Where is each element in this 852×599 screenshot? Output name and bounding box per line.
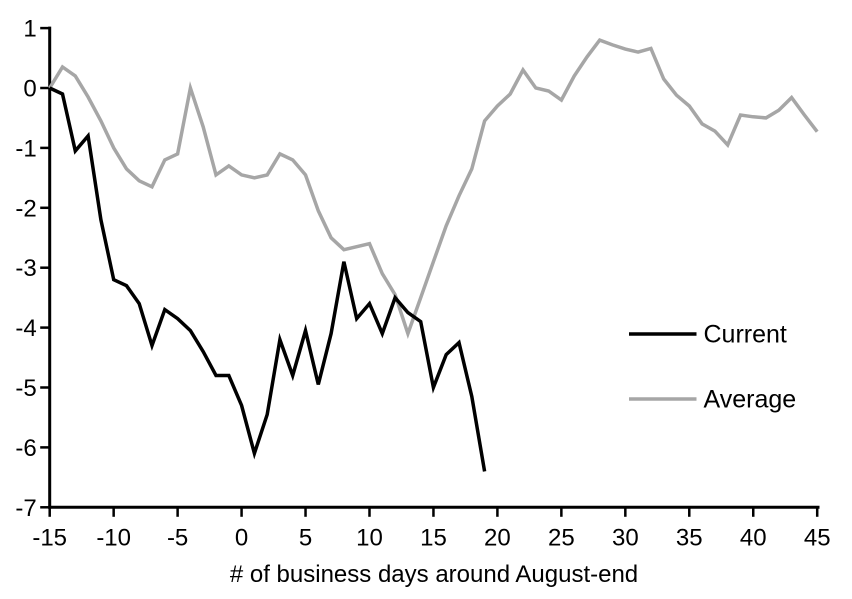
y-tick-label: 0 xyxy=(23,76,36,103)
y-tick-label: -6 xyxy=(15,435,36,462)
y-tick-label: -5 xyxy=(15,375,36,402)
series-line-average xyxy=(48,38,819,339)
y-tick-label: -4 xyxy=(15,315,36,342)
x-tick-label: 0 xyxy=(235,524,248,551)
series-line-current xyxy=(48,86,487,472)
x-tick-label: -10 xyxy=(96,524,131,551)
legend-label-average: Average xyxy=(704,386,797,414)
legend-label-current: Current xyxy=(704,321,787,349)
x-tick-label: 25 xyxy=(548,524,575,551)
x-tick-label: 5 xyxy=(299,524,312,551)
y-tick-label: -7 xyxy=(15,495,36,522)
x-tick-label: 30 xyxy=(612,524,639,551)
x-tick-label: 35 xyxy=(676,524,703,551)
x-tick-label: 40 xyxy=(740,524,767,551)
x-tick-label: -15 xyxy=(32,524,67,551)
x-tick-label: 15 xyxy=(420,524,447,551)
y-tick-label: -1 xyxy=(15,135,36,162)
x-tick-label: -5 xyxy=(167,524,188,551)
x-tick-label: 45 xyxy=(804,524,831,551)
y-tick-label: -2 xyxy=(15,195,36,222)
x-tick-label: 20 xyxy=(484,524,511,551)
y-tick-label: 1 xyxy=(23,16,36,43)
y-tick-label: -3 xyxy=(15,255,36,282)
x-tick-label: 10 xyxy=(356,524,383,551)
x-axis-title: # of business days around August-end xyxy=(229,561,639,588)
